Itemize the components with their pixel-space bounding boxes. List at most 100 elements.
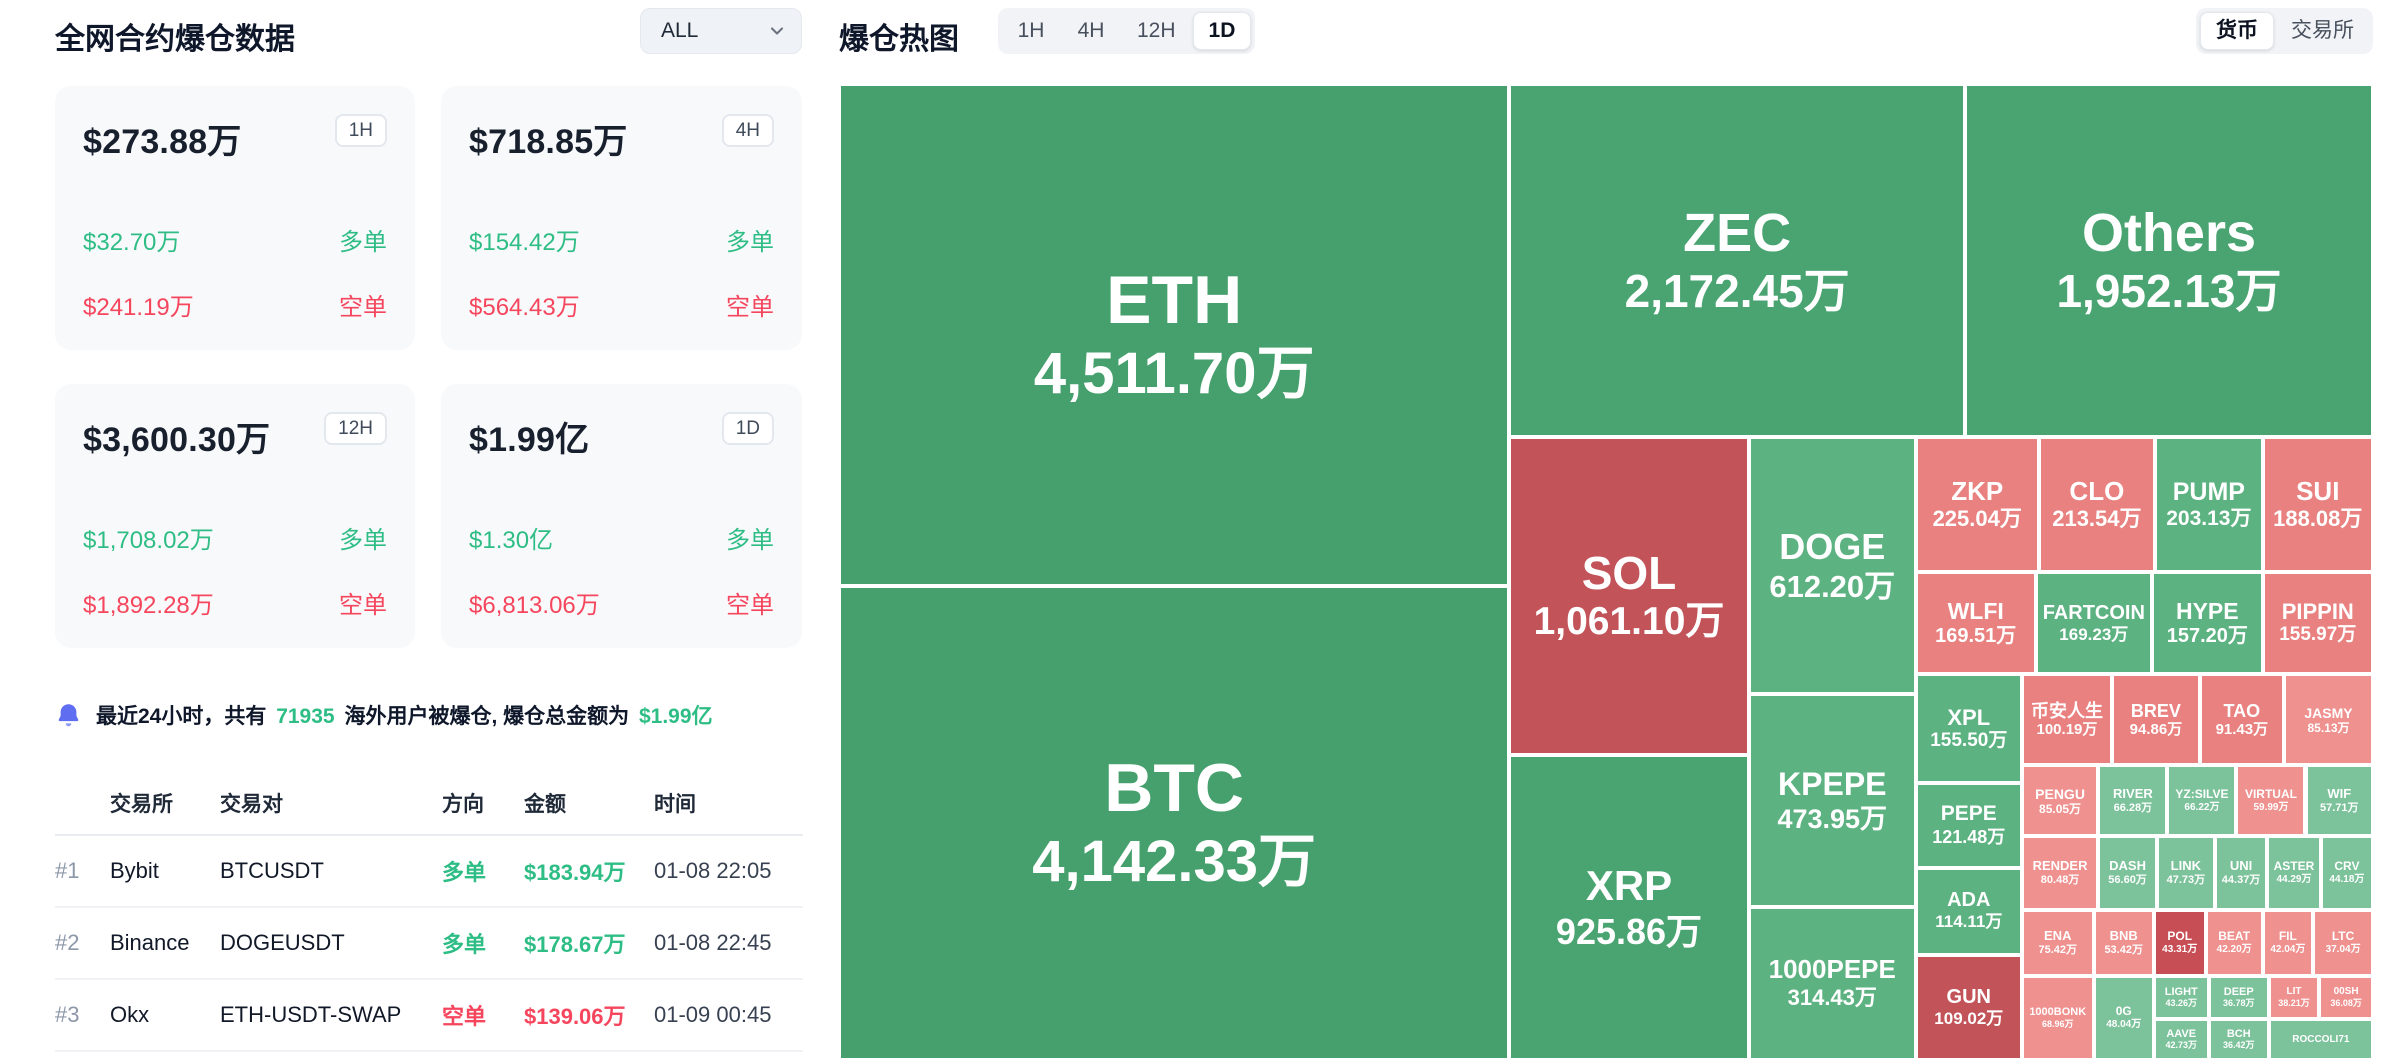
treemap-tile-PENGU[interactable]: PENGU 85.05万	[2021, 765, 2099, 837]
liquidation-card-1d: $1.99亿 1D $1.30亿 多单 $6,813.06万 空单	[441, 384, 802, 648]
treemap-tile-FIL[interactable]: FIL 42.04万	[2262, 909, 2314, 977]
liquidation-card-1h: $273.88万 1H $32.70万 多单 $241.19万 空单	[55, 86, 415, 350]
tile-name: XRP	[1585, 861, 1673, 909]
treemap-tile-ZEC[interactable]: ZEC 2,172.45万	[1509, 84, 1965, 438]
notice-total-amount: $1.99亿	[638, 705, 713, 728]
long-liquidation-value: $32.70万	[83, 229, 181, 256]
period-badge: 1H	[334, 114, 387, 147]
treemap-tile-SOL[interactable]: SOL 1,061.10万	[1509, 437, 1749, 756]
treemap-tile-BEAT[interactable]: BEAT 42.20万	[2205, 909, 2263, 977]
treemap-tile-POL[interactable]: POL 43.31万	[2153, 909, 2206, 977]
toggle-exchange[interactable]: 交易所	[2291, 19, 2354, 42]
table-row[interactable]: #1 Bybit BTCUSDT 多单 $183.94万 01-08 22:05	[55, 836, 803, 908]
page-title: 全网合约爆仓数据	[55, 23, 295, 56]
tab-12h[interactable]: 12H	[1137, 19, 1176, 42]
treemap-tile-FARTCOIN[interactable]: FARTCOIN 169.23万	[2035, 572, 2153, 675]
treemap-tile-Others[interactable]: Others 1,952.13万	[1964, 84, 2373, 438]
treemap-tile-DEEP[interactable]: DEEP 36.78万	[2208, 976, 2269, 1019]
treemap-tile-PEPE[interactable]: PEPE 121.48万	[1915, 782, 2022, 868]
tile-name: RIVER	[2113, 785, 2153, 801]
tile-value: 44.37万	[2221, 873, 2261, 886]
treemap-tile-BREV[interactable]: BREV 94.86万	[2112, 674, 2200, 766]
treemap-tile-BTC[interactable]: BTC 4,142.33万	[839, 585, 1510, 1060]
tile-name: CRV	[2334, 859, 2360, 874]
notice-middle: 海外用户被爆仓, 爆仓总金额为	[344, 705, 630, 728]
treemap-tile-UNI[interactable]: UNI 44.37万	[2214, 836, 2268, 910]
treemap-tile-AAVE[interactable]: AAVE 42.73万	[2153, 1019, 2209, 1060]
treemap-tile-LINK[interactable]: LINK 47.73万	[2156, 836, 2215, 910]
treemap-tile-币安人生[interactable]: 币安人生 100.19万	[2021, 674, 2113, 766]
treemap-tile-HYPE[interactable]: HYPE 157.20万	[2152, 572, 2263, 675]
short-label: 空单	[726, 592, 774, 619]
treemap-tile-00SH[interactable]: 00SH 36.08万	[2319, 976, 2373, 1019]
tile-name: XPL	[1947, 704, 1991, 730]
tile-name: JASMY	[2304, 704, 2353, 721]
treemap-tile-JASMY[interactable]: JASMY 85.13万	[2284, 674, 2373, 766]
treemap-tile-BNB[interactable]: BNB 53.42万	[2093, 909, 2154, 977]
treemap-tile-VIRTUAL[interactable]: VIRTUAL 59.99万	[2236, 765, 2306, 837]
tile-name: 币安人生	[2030, 700, 2103, 721]
treemap-tile-1000PEPE[interactable]: 1000PEPE 314.43万	[1748, 906, 1916, 1060]
treemap-tile-ZKP[interactable]: ZKP 225.04万	[1915, 437, 2039, 572]
treemap-tile-ENA[interactable]: ENA 75.42万	[2021, 909, 2094, 977]
treemap-tile-1000BONK[interactable]: 1000BONK 68.96万	[2021, 976, 2094, 1060]
tile-name: RENDER	[2032, 858, 2088, 874]
table-row[interactable]: #2 Binance DOGEUSDT 多单 $178.67万 01-08 22:45	[55, 908, 803, 980]
treemap-tile-ADA[interactable]: ADA 114.11万	[1915, 867, 2022, 955]
long-liquidation-value: $1,708.02万	[83, 527, 214, 554]
tab-1h[interactable]: 1H	[1017, 19, 1045, 42]
toggle-currency[interactable]: 货币	[2200, 12, 2274, 50]
treemap-tile-XRP[interactable]: XRP 925.86万	[1509, 755, 1749, 1060]
treemap-tile-LTC[interactable]: LTC 37.04万	[2313, 909, 2373, 977]
treemap-tile-GUN[interactable]: GUN 109.02万	[1915, 954, 2022, 1060]
treemap-tile-TAO[interactable]: TAO 91.43万	[2199, 674, 2285, 766]
tile-name: BREV	[2130, 700, 2181, 721]
tile-name: ASTER	[2273, 859, 2315, 874]
tile-name: SUI	[2296, 475, 2340, 506]
treemap-tile-DASH[interactable]: DASH 56.60万	[2098, 836, 2157, 910]
tile-value: 213.54万	[2052, 506, 2142, 532]
treemap-tile-SUI[interactable]: SUI 188.08万	[2262, 437, 2373, 572]
tile-value: 75.42万	[2038, 943, 2078, 956]
treemap-tile-LIT[interactable]: LIT 38.21万	[2268, 976, 2320, 1019]
tile-value: 155.50万	[1930, 729, 2008, 751]
tile-name: DOGE	[1779, 526, 1886, 568]
treemap-tile-DOGE[interactable]: DOGE 612.20万	[1748, 437, 1916, 694]
tile-name: LIT	[2286, 986, 2302, 998]
treemap-tile-RIVER[interactable]: RIVER 66.28万	[2098, 765, 2168, 837]
treemap-tile-KPEPE[interactable]: KPEPE 473.95万	[1748, 694, 1916, 907]
treemap-tile-CLO[interactable]: CLO 213.54万	[2038, 437, 2156, 572]
tab-1d[interactable]: 1D	[1192, 12, 1252, 50]
tile-value: 1,952.13万	[2056, 265, 2282, 318]
treemap-tile-PUMP[interactable]: PUMP 203.13万	[2155, 437, 2263, 572]
filter-dropdown[interactable]: ALL	[640, 8, 802, 54]
treemap-tile-YZ:SILVE[interactable]: YZ:SILVE 66.22万	[2167, 765, 2237, 837]
cell-direction: 空单	[442, 1004, 487, 1029]
treemap-tile-LIGHT[interactable]: LIGHT 43.26万	[2153, 976, 2209, 1019]
treemap-tile-BCH[interactable]: BCH 36.42万	[2208, 1019, 2269, 1060]
treemap-tile-ROCCOLI71[interactable]: ROCCOLI71	[2268, 1019, 2373, 1060]
treemap-tile-0G[interactable]: 0G 48.04万	[2093, 976, 2154, 1060]
tile-name: KPEPE	[1778, 765, 1887, 802]
tile-value: 43.31万	[2162, 943, 2198, 955]
treemap-tile-PIPPIN[interactable]: PIPPIN 155.97万	[2262, 572, 2373, 675]
treemap-tile-XPL[interactable]: XPL 155.50万	[1915, 674, 2022, 783]
treemap-tile-ETH[interactable]: ETH 4,511.70万	[839, 84, 1510, 586]
long-liquidation-value: $154.42万	[469, 229, 580, 256]
treemap-tile-WIF[interactable]: WIF 57.71万	[2305, 765, 2373, 837]
treemap-tile-CRV[interactable]: CRV 44.18万	[2320, 836, 2373, 910]
treemap-tile-WLFI[interactable]: WLFI 169.51万	[1915, 572, 2036, 675]
tile-value: 473.95万	[1777, 803, 1888, 834]
tab-4h[interactable]: 4H	[1077, 19, 1105, 42]
tile-value: 66.28万	[2113, 801, 2153, 814]
treemap-tile-ASTER[interactable]: ASTER 44.29万	[2267, 836, 2321, 910]
cell-pair: DOGEUSDT	[220, 930, 345, 955]
total-liquidation-value: $718.85万	[469, 123, 628, 161]
cell-direction: 多单	[442, 932, 487, 957]
treemap-tile-RENDER[interactable]: RENDER 80.48万	[2021, 836, 2099, 910]
table-row[interactable]: #3 Okx ETH-USDT-SWAP 空单 $139.06万 01-09 00:45	[55, 980, 803, 1052]
tile-name: GUN	[1946, 985, 1991, 1008]
tile-name: VIRTUAL	[2244, 786, 2297, 801]
long-label: 多单	[726, 229, 774, 256]
tile-name: BEAT	[2218, 928, 2251, 943]
